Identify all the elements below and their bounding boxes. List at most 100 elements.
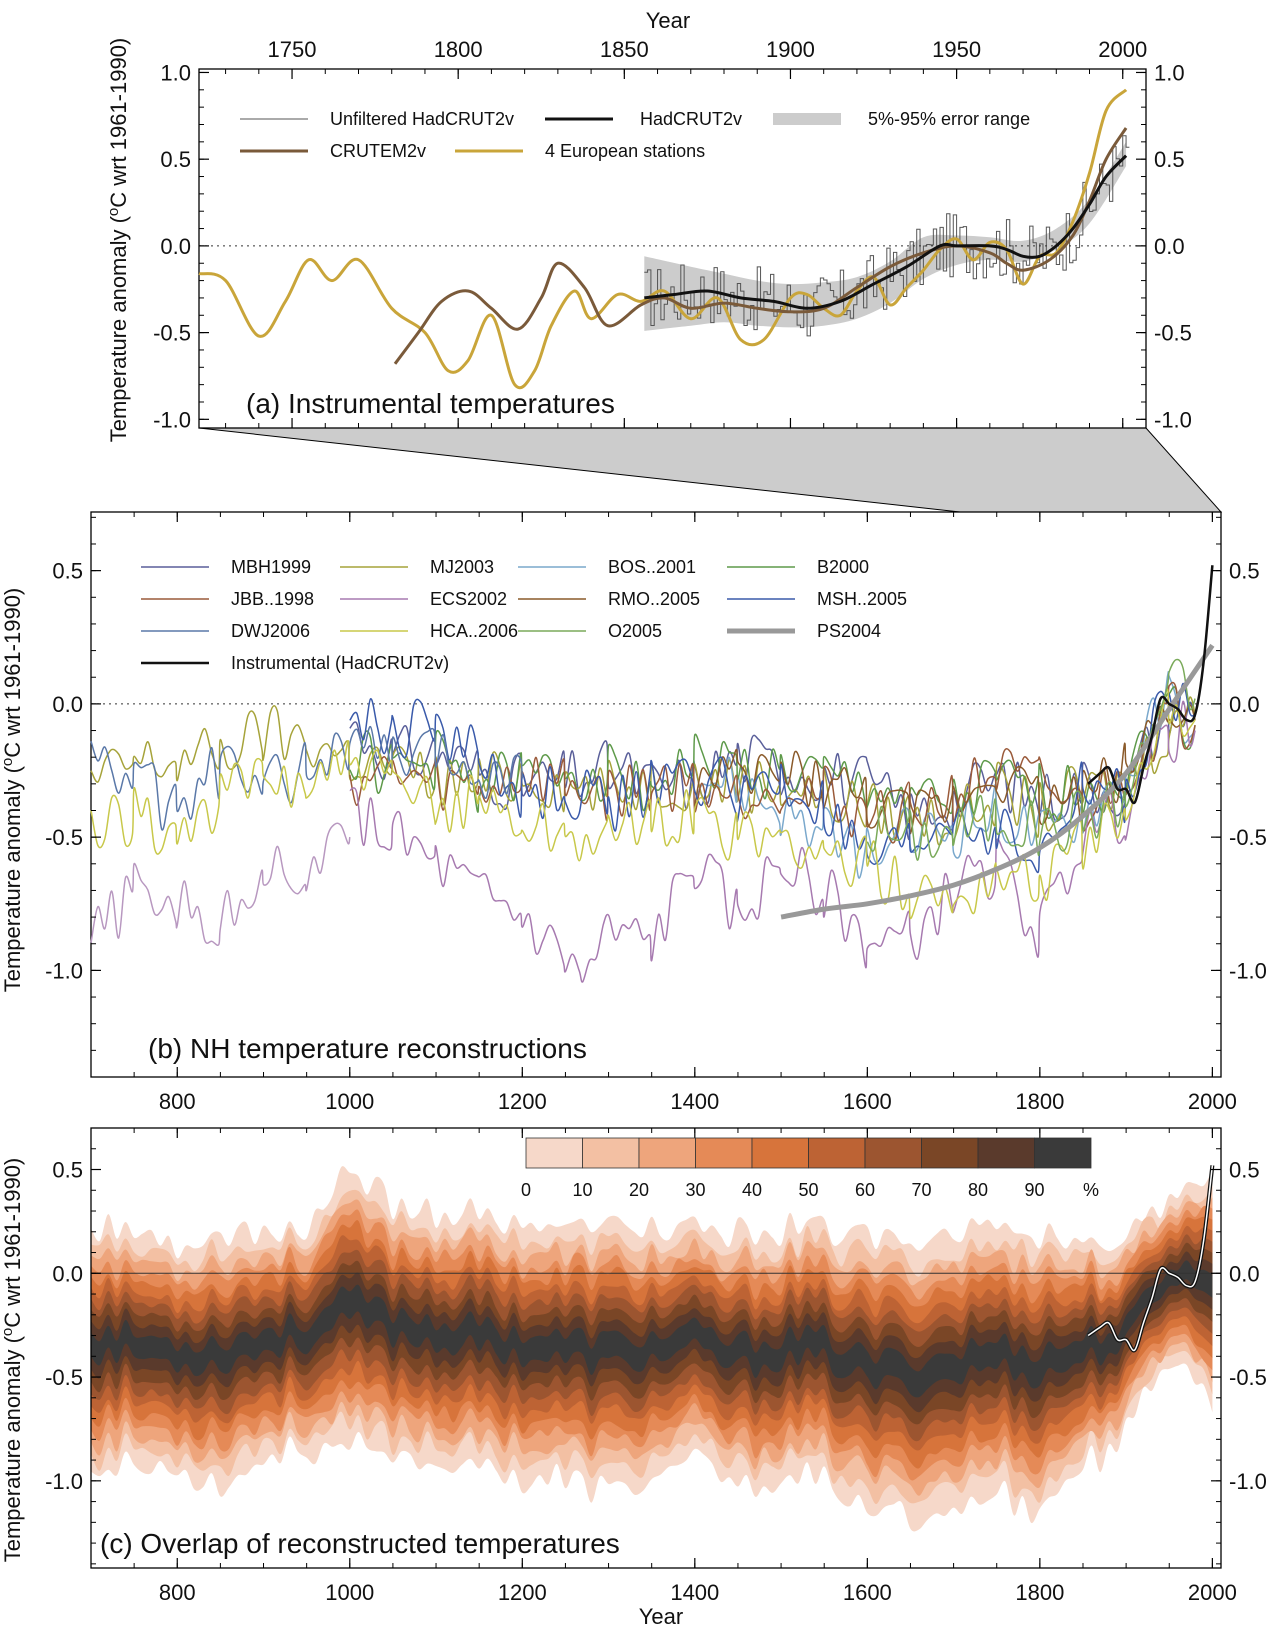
y-tick-label-right: 1.0 <box>1154 60 1185 85</box>
x-tick-label: 2000 <box>1098 37 1147 62</box>
panel-c-overlap-bands <box>91 1166 1213 1532</box>
colorbar-tick-label: 40 <box>742 1180 762 1200</box>
colorbar-swatch <box>751 1137 809 1169</box>
y-tick-label-left: 0.0 <box>52 1261 83 1286</box>
y-tick-label-left: -0.5 <box>153 321 191 346</box>
series-4-european-stations <box>198 88 1128 390</box>
series-ecs2002-b <box>90 822 351 946</box>
x-tick-label: 1200 <box>498 1089 547 1114</box>
x-tick-label: 1900 <box>766 37 815 62</box>
panel-a-frame <box>198 68 1147 429</box>
x-tick-label: 1950 <box>932 37 981 62</box>
x-tick-label: 2000 <box>1188 1089 1237 1114</box>
colorbar-tick-label: 70 <box>911 1180 931 1200</box>
y-tick-label-left: 0.5 <box>52 1158 83 1183</box>
series-msh-2005 <box>349 682 1196 874</box>
panel-a-title: (a) Instrumental temperatures <box>246 388 615 419</box>
legend-label-5-95-error-range: 5%-95% error range <box>868 109 1030 129</box>
x-tick-label: 1800 <box>1015 1580 1064 1605</box>
y-tick-label-right: 0.0 <box>1229 1261 1260 1286</box>
series-jbb-1998 <box>349 681 1196 844</box>
x-tick-label: 1800 <box>1015 1089 1064 1114</box>
y-tick-label-right: 0.5 <box>1229 1158 1260 1183</box>
y-tick-label-left: 0.5 <box>52 559 83 584</box>
y-tick-label-left: -0.5 <box>45 825 83 850</box>
legend-label-hadcrut2v: HadCRUT2v <box>640 109 742 129</box>
y-tick-label-left: 0.0 <box>52 692 83 717</box>
colorbar-swatch <box>695 1137 753 1169</box>
y-tick-label-right: -0.5 <box>1229 1365 1267 1390</box>
y-tick-label-left: -1.0 <box>45 1469 83 1494</box>
series-hca-2006 <box>90 688 1196 920</box>
legend-label-unfiltered-hadcrut2v: Unfiltered HadCRUT2v <box>330 109 514 129</box>
x-tick-label: 1800 <box>434 37 483 62</box>
legend-label-o2005: O2005 <box>608 621 662 641</box>
colorbar-swatch <box>582 1137 640 1169</box>
x-tick-label: 1750 <box>268 37 317 62</box>
x-tick-label: 1400 <box>670 1089 719 1114</box>
panel-c-y-axis-title: Temperature anomaly (oC wrt 1961-1990) <box>0 1158 25 1563</box>
legend-label-crutem2v: CRUTEM2v <box>330 141 426 161</box>
x-tick-label: 1000 <box>325 1580 374 1605</box>
y-tick-label-right: 0.0 <box>1229 692 1260 717</box>
colorbar-tick-label: 80 <box>968 1180 988 1200</box>
panel-c-x-axis-title: Year <box>639 1604 683 1628</box>
panel-b-title: (b) NH temperature reconstructions <box>148 1033 587 1064</box>
series-crutem2v <box>393 127 1128 365</box>
colorbar-swatch <box>977 1137 1035 1169</box>
legend-label-mbh1999: MBH1999 <box>231 557 311 577</box>
y-tick-label-right: 0.5 <box>1229 559 1260 584</box>
panel-a-x-axis-title: Year <box>646 8 690 33</box>
colorbar-swatch <box>638 1137 696 1169</box>
y-tick-label-right: -0.5 <box>1229 825 1267 850</box>
panel-a-error-band <box>644 141 1127 331</box>
y-tick-label-left: -1.0 <box>153 407 191 432</box>
y-tick-label-left: -1.0 <box>45 958 83 983</box>
y-tick-label-left: 0.0 <box>160 234 191 259</box>
x-tick-label: 1000 <box>325 1089 374 1114</box>
colorbar-tick-label: % <box>1083 1180 1099 1200</box>
legend-label-b2000: B2000 <box>817 557 869 577</box>
colorbar-tick-label: 30 <box>685 1180 705 1200</box>
panel-b-series <box>90 565 1215 983</box>
x-tick-label: 1400 <box>670 1580 719 1605</box>
series-o2005 <box>866 658 1196 861</box>
y-tick-label-right: 0.5 <box>1154 147 1185 172</box>
panel-c-instrumental <box>1087 1165 1215 1353</box>
colorbar-tick-label: 20 <box>629 1180 649 1200</box>
x-tick-label: 1600 <box>843 1089 892 1114</box>
panel-a-instrumental: 1750 1800 1850 1900 1950 2000 1.0 1.0 0.5 0.5 0.0 0… <box>105 8 1192 442</box>
x-tick-label: 1850 <box>600 37 649 62</box>
series-ecs2002 <box>349 700 1196 983</box>
x-tick-label: 2000 <box>1188 1580 1237 1605</box>
series-hadcrut2v <box>644 154 1128 310</box>
panel-b-y-axis-title: Temperature anomaly (oC wrt 1961-1990) <box>0 588 25 993</box>
y-tick-label-left: -0.5 <box>45 1365 83 1390</box>
legend-label-ps2004: PS2004 <box>817 621 881 641</box>
y-tick-label-right: 0.0 <box>1154 234 1185 259</box>
x-tick-label: 1600 <box>843 1580 892 1605</box>
legend-label-ecs2002: ECS2002 <box>430 589 507 609</box>
colorbar-swatch <box>864 1137 922 1169</box>
legend-label-rmo-2005: RMO..2005 <box>608 589 700 609</box>
y-tick-label-right: -0.5 <box>1154 321 1192 346</box>
panel-a-legend: Unfiltered HadCRUT2v HadCRUT2v 5%-95% erro… <box>240 109 1030 161</box>
legend-label-hca-2006: HCA..2006 <box>430 621 518 641</box>
y-tick-label-right: -1.0 <box>1229 1469 1267 1494</box>
legend-label-msh-2005: MSH..2005 <box>817 589 907 609</box>
legend-label-instrumental-hadcrut2v: Instrumental (HadCRUT2v) <box>231 653 449 673</box>
colorbar-swatch <box>1034 1137 1092 1169</box>
panel-a-y-axis-title: Temperature anomaly (oC wrt 1961-1990) <box>105 38 132 443</box>
y-tick-label-left: 1.0 <box>160 60 191 85</box>
series-ps2004 <box>780 643 1215 920</box>
y-tick-label-left: 0.5 <box>160 147 191 172</box>
colorbar-swatch <box>921 1137 979 1169</box>
colorbar-swatch <box>525 1137 583 1169</box>
series-instrumental-hadcrut2v <box>1087 565 1214 805</box>
legend-label-dwj2006: DWJ2006 <box>231 621 310 641</box>
series-dwj2006 <box>90 725 524 831</box>
y-tick-label-right: -1.0 <box>1154 407 1192 432</box>
series-mbh1999 <box>349 684 1196 841</box>
